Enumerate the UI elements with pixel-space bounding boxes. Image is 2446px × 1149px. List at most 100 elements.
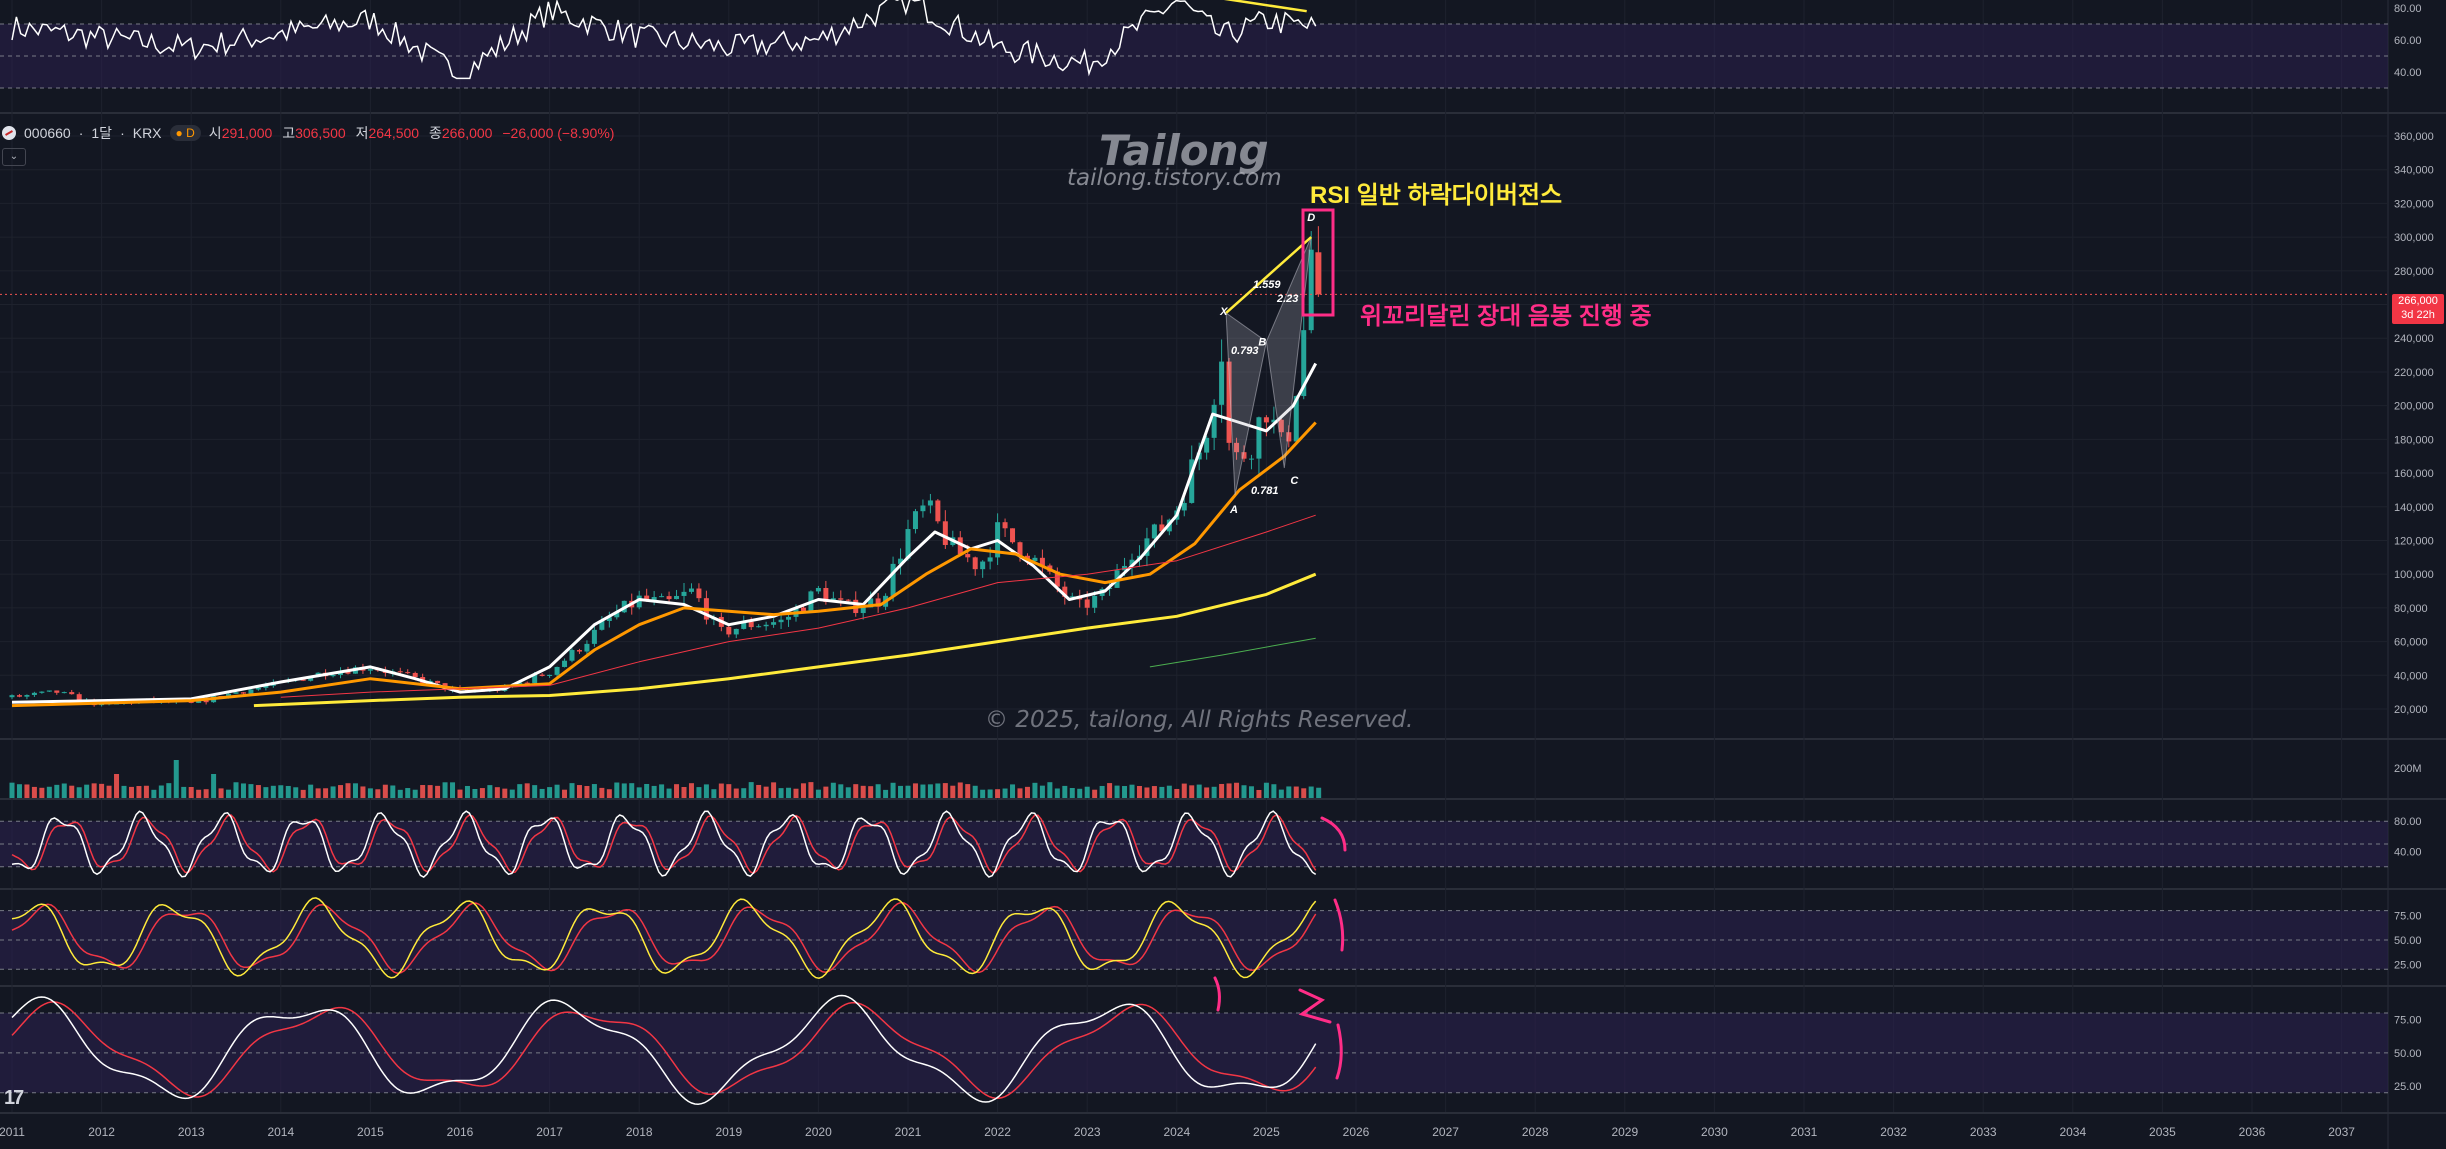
candle-body (823, 588, 829, 603)
volume-bar (1069, 787, 1075, 798)
volume-bar (815, 789, 821, 798)
candle-body (1159, 524, 1165, 532)
price-divergence-line (1225, 236, 1313, 314)
x-tick-label: 2013 (178, 1125, 205, 1139)
volume-bar (151, 789, 157, 798)
volume-bar (1092, 789, 1098, 798)
volume-bar (1181, 783, 1187, 798)
candle-body (1256, 417, 1262, 459)
candle-body (397, 671, 403, 673)
price-tick-label: 340,000 (2394, 165, 2434, 177)
candle-body (405, 672, 411, 674)
x-tick-label: 2012 (88, 1125, 115, 1139)
candle-body (927, 500, 933, 506)
hand-drawn-mark (1320, 816, 1347, 852)
symbol-code[interactable]: 000660 (24, 125, 71, 141)
volume-bar (84, 784, 90, 798)
candle-body (524, 682, 530, 684)
candle-body (1032, 557, 1038, 562)
stoch-mid-tick-label: 25.00 (2394, 959, 2422, 971)
candle-body (24, 695, 30, 697)
candle-body (1204, 437, 1210, 453)
volume-bar (748, 782, 754, 798)
hand-drawn-mark (1298, 988, 1332, 1024)
volume-bar (278, 785, 284, 798)
candle-body (1308, 249, 1314, 331)
volume-bar (345, 783, 351, 798)
volume-bar (352, 783, 358, 798)
candle-body (1017, 542, 1023, 556)
volume-bar (323, 788, 329, 798)
volume-bar (883, 789, 889, 798)
candle-body (1010, 528, 1016, 543)
candle-body (1219, 361, 1225, 405)
volume-bar (562, 789, 568, 798)
candle-body (308, 677, 314, 681)
volume-bar (711, 789, 717, 798)
chevron-down-icon[interactable]: ⌄ (2, 148, 26, 166)
symbol-header[interactable]: 000660 · 1달 · KRX ● D 시291,000 고306,500 … (2, 122, 620, 144)
volume-bar (539, 788, 545, 798)
candle-body (920, 505, 926, 512)
volume-bar (636, 787, 642, 798)
volume-bar (912, 783, 918, 798)
volume-bar (778, 788, 784, 798)
volume-bar (285, 785, 291, 798)
candle-body (1084, 599, 1090, 608)
candle-body (1301, 330, 1307, 397)
x-tick-label: 2021 (895, 1125, 922, 1139)
exchange: KRX (132, 125, 162, 141)
volume-bar (181, 786, 187, 798)
candle-body (1271, 419, 1277, 423)
stoch-slow-tick-label: 50.00 (2394, 1048, 2422, 1060)
volume-bar (390, 785, 396, 798)
volume-bar (651, 785, 657, 798)
separator: · (78, 125, 84, 141)
candle-body (681, 591, 687, 596)
price-tick-label: 20,000 (2394, 704, 2428, 716)
volume-bar (890, 782, 896, 798)
volume-bar (9, 782, 15, 798)
rsi-divergence-line (1223, 0, 1307, 13)
volume-bar (99, 783, 105, 798)
volume-bar (830, 782, 836, 798)
price-tick-label: 60,000 (2394, 637, 2428, 649)
rsi-line (11, 0, 1317, 80)
volume-bar (980, 789, 986, 798)
volume-bar (823, 786, 829, 798)
volume-bar (756, 784, 762, 798)
volume-bar (203, 789, 209, 798)
volume-bar (733, 788, 739, 798)
volume-bar (1301, 788, 1307, 798)
candle-body (890, 563, 896, 596)
volume-bar (360, 786, 366, 798)
candle-body (554, 666, 560, 675)
x-tick-label: 2023 (1074, 1125, 1101, 1139)
candle-body (1039, 557, 1045, 566)
x-tick-label: 2035 (2149, 1125, 2176, 1139)
x-tick-label: 2020 (805, 1125, 832, 1139)
volume-bar (1047, 782, 1053, 798)
volume-bar (1189, 785, 1195, 798)
volume-bar (1166, 785, 1172, 798)
stoch-slow-signal-line (11, 1001, 1317, 1099)
watermark-title: Tailong (1099, 126, 1269, 175)
interval[interactable]: 1달 (91, 125, 113, 141)
market-status-badge[interactable]: ● D (169, 125, 201, 141)
moving-average-line (253, 572, 1317, 708)
price-tick-label: 160,000 (2394, 468, 2434, 480)
candle-body (330, 674, 336, 677)
hand-drawn-mark (1333, 898, 1345, 952)
candle-body (1241, 452, 1247, 459)
volume-bar (524, 783, 530, 798)
high-label: 고 (282, 125, 296, 141)
candle-body (345, 671, 351, 674)
candle-body (9, 695, 15, 698)
candle-body (1002, 522, 1008, 529)
candle-body (696, 588, 702, 599)
tradingview-logo[interactable]: 17 (4, 1087, 24, 1109)
volume-bar (487, 785, 493, 798)
candle-body (748, 621, 754, 628)
high-value: 306,500 (295, 125, 346, 141)
